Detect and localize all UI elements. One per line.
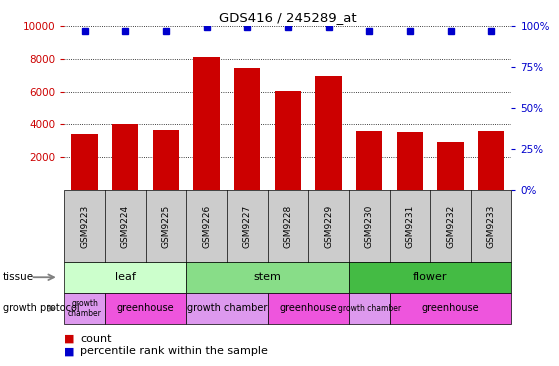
Text: ■: ■	[64, 333, 75, 344]
Text: tissue: tissue	[3, 272, 34, 282]
Text: leaf: leaf	[115, 272, 136, 282]
Text: ■: ■	[64, 346, 75, 356]
Bar	[274, 91, 301, 190]
Title: GDS416 / 245289_at: GDS416 / 245289_at	[219, 11, 357, 25]
Bar	[112, 124, 139, 190]
Text: stem: stem	[254, 272, 282, 282]
Text: GSM9233: GSM9233	[487, 204, 496, 248]
Text: greenhouse: greenhouse	[280, 303, 337, 313]
Text: GSM9225: GSM9225	[162, 204, 170, 248]
Text: GSM9231: GSM9231	[405, 204, 414, 248]
Text: flower: flower	[413, 272, 447, 282]
Text: GSM9224: GSM9224	[121, 205, 130, 247]
Bar	[72, 134, 98, 190]
Text: growth chamber: growth chamber	[338, 304, 401, 313]
Bar	[234, 68, 260, 190]
Text: GSM9232: GSM9232	[446, 204, 455, 248]
Text: growth
chamber: growth chamber	[68, 299, 102, 318]
Text: GSM9230: GSM9230	[364, 204, 374, 248]
Text: greenhouse: greenhouse	[117, 303, 174, 313]
Text: growth chamber: growth chamber	[187, 303, 267, 313]
Text: percentile rank within the sample: percentile rank within the sample	[80, 346, 268, 356]
Text: GSM9223: GSM9223	[80, 204, 89, 248]
Text: count: count	[80, 333, 111, 344]
Bar	[397, 132, 423, 190]
Text: growth protocol: growth protocol	[3, 303, 79, 313]
Text: GSM9229: GSM9229	[324, 204, 333, 248]
Text: greenhouse: greenhouse	[421, 303, 479, 313]
Text: GSM9227: GSM9227	[243, 204, 252, 248]
Text: GSM9228: GSM9228	[283, 204, 292, 248]
Bar	[193, 57, 220, 190]
Bar	[153, 130, 179, 190]
Bar	[356, 131, 382, 190]
Text: GSM9226: GSM9226	[202, 204, 211, 248]
Bar	[437, 142, 464, 190]
Bar	[478, 131, 504, 190]
Bar	[315, 76, 342, 190]
